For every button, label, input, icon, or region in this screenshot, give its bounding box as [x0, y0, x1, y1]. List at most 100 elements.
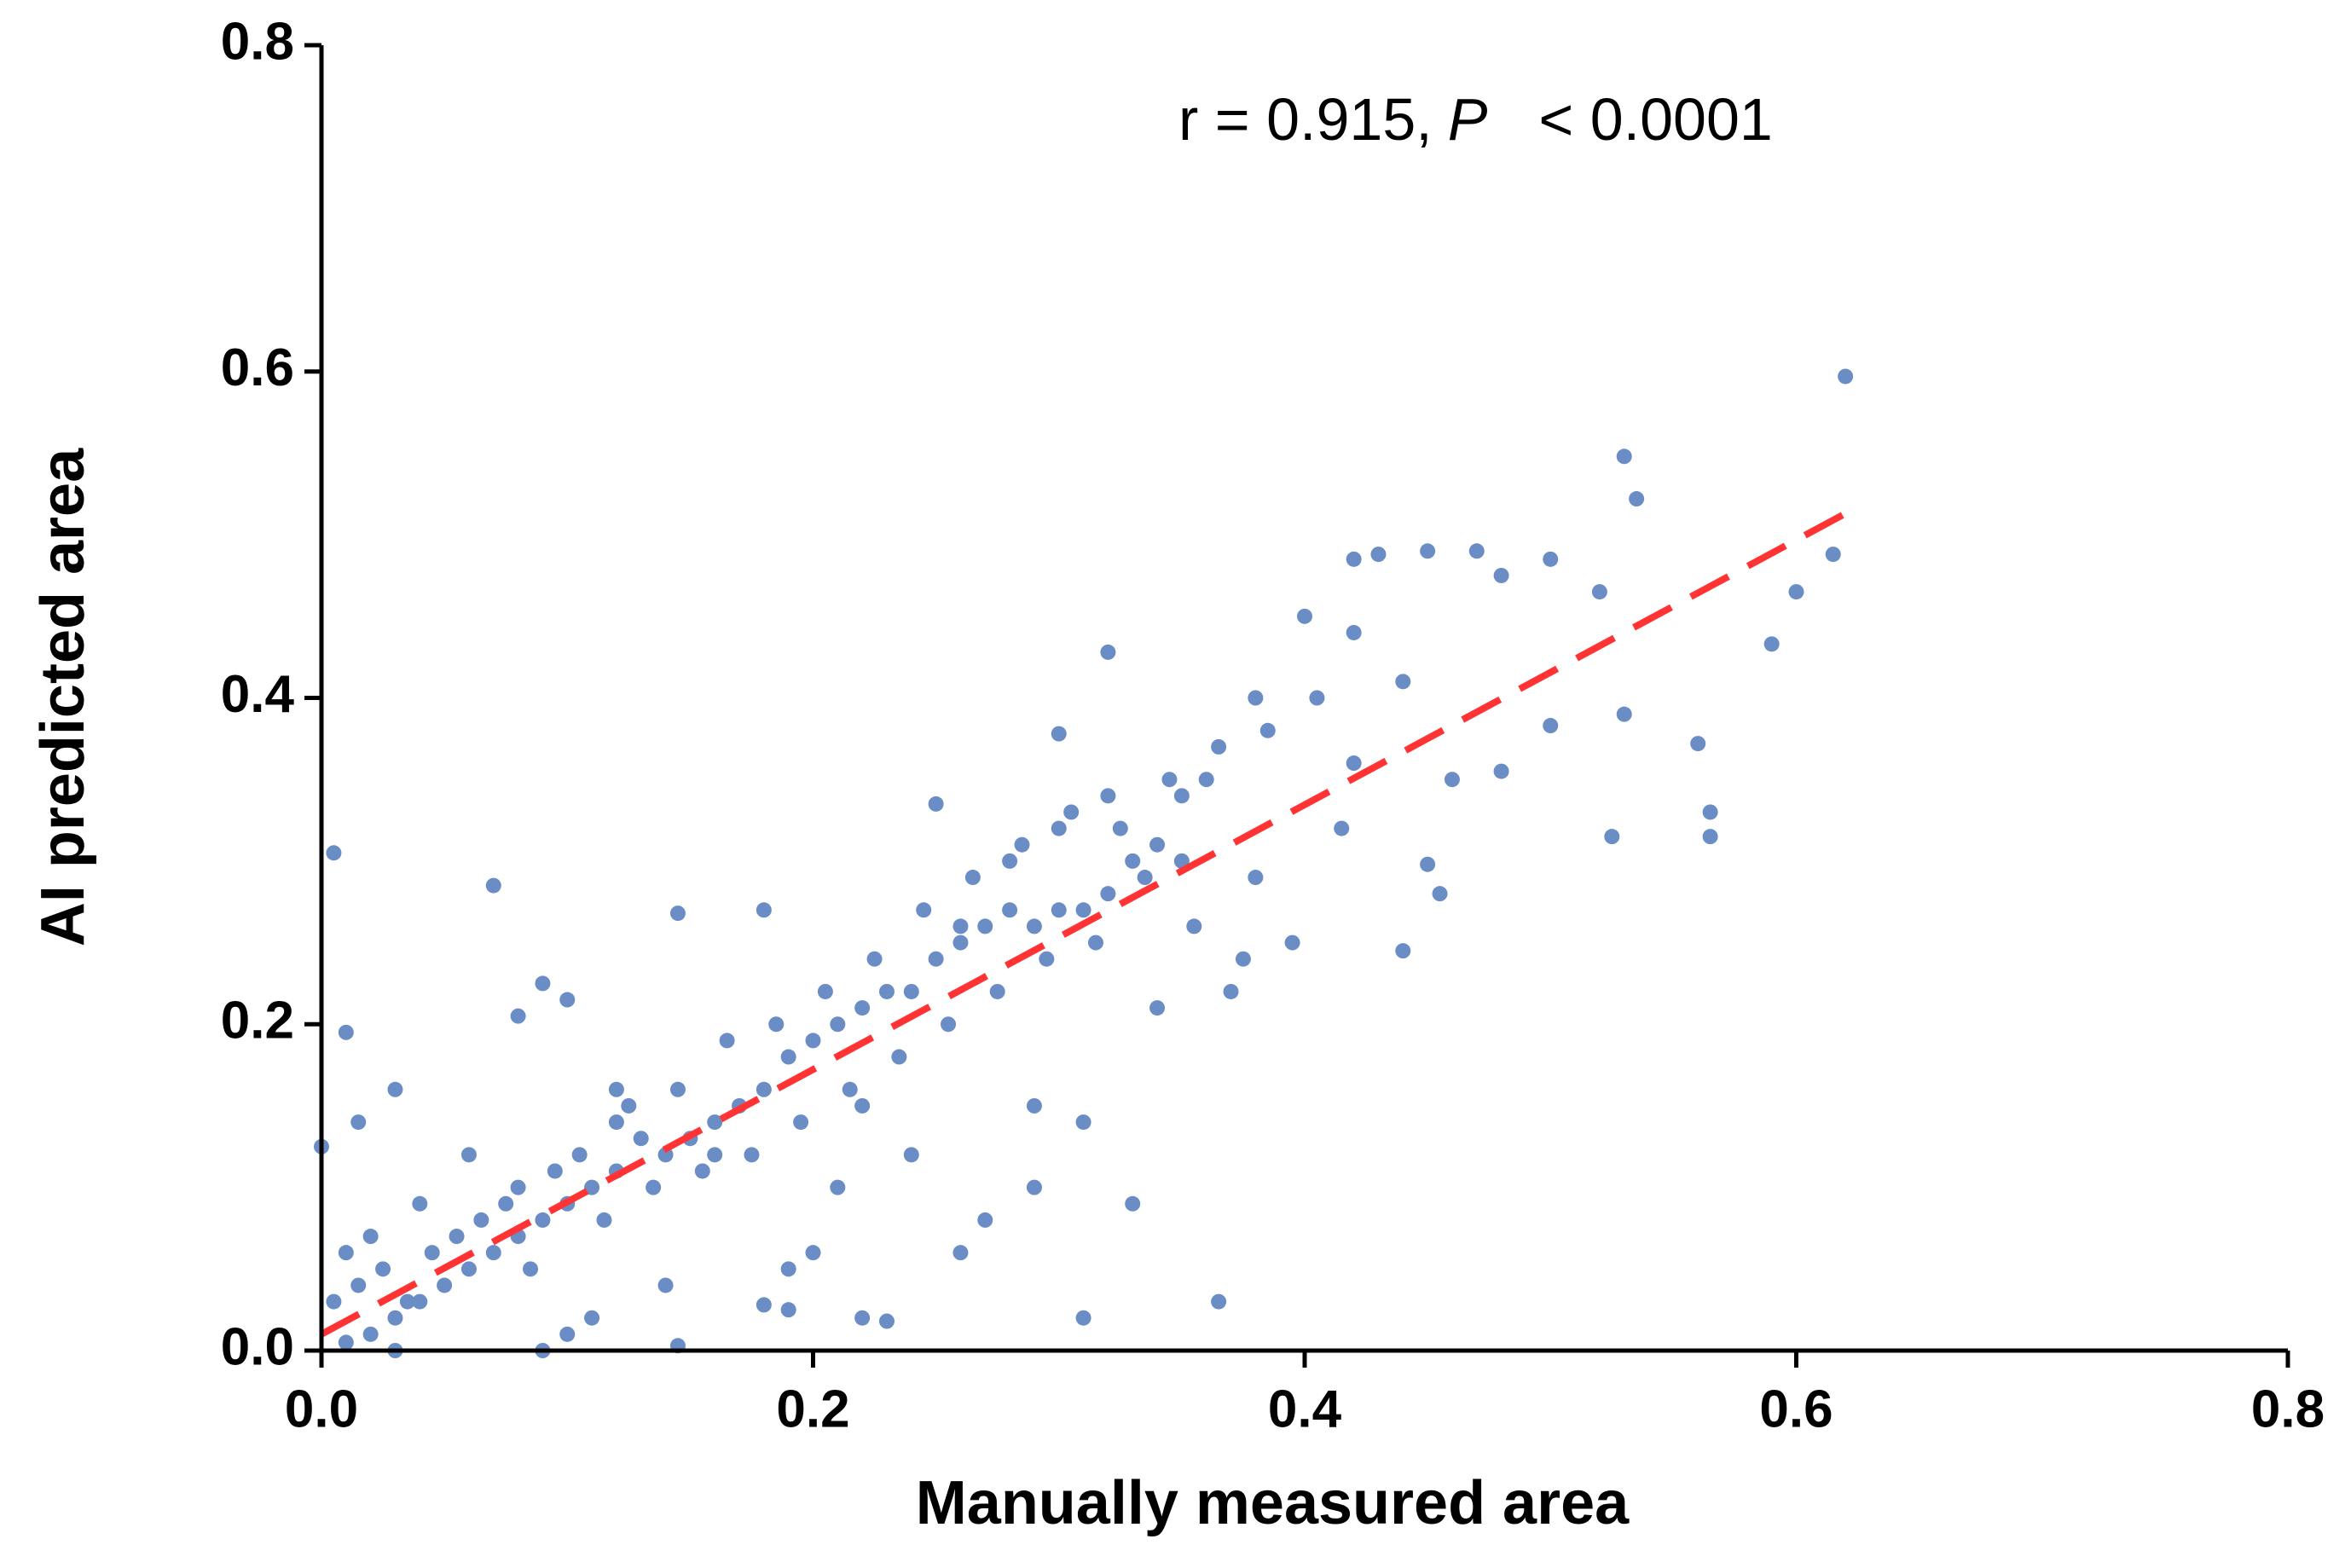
point: [437, 1277, 453, 1293]
point: [793, 1114, 809, 1131]
point: [1616, 706, 1632, 722]
point: [1149, 1000, 1166, 1016]
point: [1468, 543, 1485, 559]
point: [1223, 983, 1239, 999]
fit-line: [320, 510, 1848, 1338]
point: [1051, 726, 1067, 742]
point: [387, 1081, 403, 1097]
point: [485, 877, 501, 894]
point: [1026, 1097, 1042, 1114]
point: [719, 1033, 735, 1049]
point: [350, 1114, 367, 1131]
point: [1395, 674, 1411, 690]
point: [941, 1016, 957, 1033]
point: [375, 1261, 391, 1277]
point: [1616, 448, 1632, 465]
point: [669, 906, 686, 922]
point: [412, 1293, 428, 1310]
point: [1284, 934, 1300, 951]
point: [1137, 870, 1153, 886]
point: [1259, 722, 1276, 738]
point: [1444, 772, 1460, 788]
point: [1370, 547, 1387, 563]
point: [1395, 943, 1411, 959]
point: [916, 902, 932, 918]
point: [1002, 902, 1018, 918]
point: [1235, 951, 1251, 967]
point: [977, 1212, 993, 1228]
point: [1112, 820, 1128, 836]
x-axis-label: Manually measured area: [916, 1469, 1630, 1537]
point: [756, 1297, 772, 1313]
point: [1346, 624, 1362, 640]
point: [1075, 1114, 1091, 1131]
point: [1690, 736, 1706, 752]
point: [1248, 870, 1264, 886]
x-tick-label: 0.4: [1268, 1380, 1342, 1438]
point: [1309, 690, 1325, 706]
point: [1432, 886, 1448, 902]
point: [903, 1147, 919, 1163]
point: [928, 951, 944, 967]
point: [989, 983, 1005, 999]
point: [842, 1081, 858, 1097]
point: [412, 1195, 428, 1212]
point: [362, 1326, 379, 1342]
point: [1211, 738, 1227, 755]
x-tick-label: 0.6: [1759, 1380, 1833, 1438]
point: [830, 1016, 846, 1033]
point: [669, 1081, 686, 1097]
point: [338, 1334, 354, 1351]
point: [387, 1310, 403, 1326]
point: [694, 1163, 710, 1179]
point: [854, 1310, 871, 1326]
point: [1763, 636, 1780, 652]
point: [780, 1049, 796, 1065]
point: [1026, 1179, 1042, 1195]
point: [805, 1033, 821, 1049]
point: [780, 1261, 796, 1277]
x-tick-label: 0.8: [2251, 1380, 2325, 1438]
point: [362, 1229, 379, 1245]
point: [878, 983, 895, 999]
point: [1248, 690, 1264, 706]
point: [952, 934, 969, 951]
point: [1211, 1293, 1227, 1310]
y-tick-label: 0.2: [221, 992, 294, 1050]
point: [756, 902, 772, 918]
point: [559, 1326, 576, 1342]
point: [1702, 804, 1718, 820]
point: [1100, 886, 1116, 902]
point: [1173, 788, 1190, 804]
point: [596, 1212, 612, 1228]
point: [485, 1245, 501, 1261]
point: [1026, 918, 1042, 934]
point: [326, 1293, 342, 1310]
point: [964, 870, 981, 886]
point: [1186, 918, 1202, 934]
x-tick-label: 0.0: [285, 1380, 358, 1438]
point: [473, 1212, 489, 1228]
point: [854, 1097, 871, 1114]
point: [350, 1277, 367, 1293]
point: [866, 951, 883, 967]
point: [1161, 772, 1178, 788]
point: [1591, 584, 1607, 600]
y-tick-label: 0.6: [221, 338, 294, 397]
point: [621, 1097, 637, 1114]
annotation-text: < 0.0001: [1538, 86, 1772, 153]
annotation-p: P: [1448, 86, 1488, 153]
point: [1173, 853, 1190, 869]
point: [977, 918, 993, 934]
point: [891, 1049, 907, 1065]
annotation-text: r = 0.915,: [1178, 86, 1433, 153]
point: [523, 1261, 539, 1277]
point: [559, 992, 576, 1008]
point: [338, 1245, 354, 1261]
point: [338, 1024, 354, 1040]
point: [1420, 543, 1436, 559]
point: [1346, 755, 1362, 772]
point: [1788, 584, 1804, 600]
point: [584, 1310, 600, 1326]
point: [1063, 804, 1080, 820]
